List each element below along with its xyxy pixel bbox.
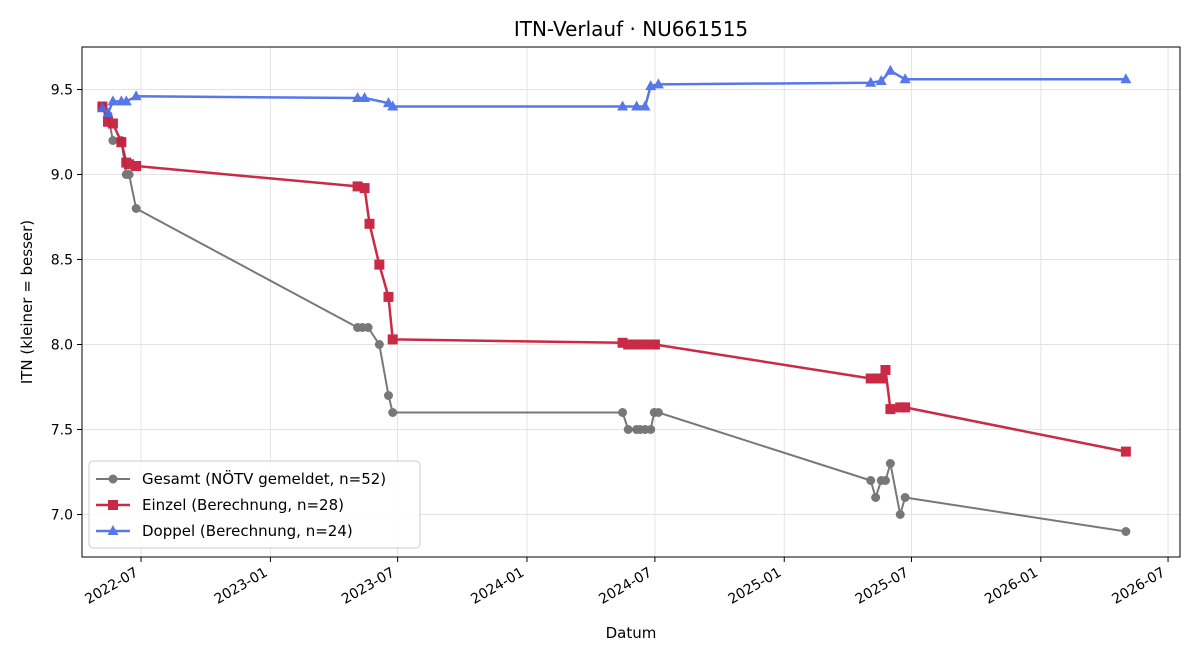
series-line	[101, 106, 1127, 453]
data-point	[865, 76, 877, 87]
y-tick-label: 8.0	[51, 338, 73, 354]
x-tick-label: 2024-07	[596, 565, 655, 608]
data-point	[875, 75, 887, 85]
y-tick-label: 7.5	[51, 423, 73, 439]
data-point	[387, 100, 399, 111]
x-axis: 2022-07 2023-01 2023-07 2024-01 2024-07 2025-…	[82, 557, 1169, 608]
data-point	[617, 100, 629, 111]
x-tick-label: 2026-01	[982, 565, 1041, 608]
x-tick-label: 2022-07	[82, 565, 141, 608]
data-point	[359, 183, 370, 194]
legend-entry-label: Doppel (Berechnung, n=24)	[142, 522, 353, 540]
legend-swatch	[96, 525, 130, 535]
legend: Gesamt (NÖTV gemeldet, n=52) Einzel (Bere…	[88, 460, 421, 549]
data-point	[617, 337, 628, 348]
legend-entry-label: Gesamt (NÖTV gemeldet, n=52)	[142, 469, 386, 488]
data-point	[900, 402, 911, 413]
chart-title: ITN-Verlauf · NU661515	[514, 17, 748, 41]
data-point	[871, 493, 881, 502]
y-axis-label: ITN (kleiner = besser)	[18, 220, 36, 384]
data-point	[383, 391, 393, 400]
legend-swatch	[96, 500, 130, 510]
data-point	[649, 339, 660, 350]
data-point	[618, 408, 628, 417]
data-point	[107, 525, 119, 535]
y-tick-label: 9.5	[51, 83, 73, 99]
x-tick-label: 2025-07	[853, 565, 912, 608]
x-tick-label: 2023-01	[212, 565, 271, 608]
series-layer	[96, 64, 1132, 536]
data-point	[866, 476, 876, 485]
data-point	[108, 136, 118, 145]
data-point	[383, 291, 394, 302]
data-point	[880, 476, 890, 485]
data-point	[108, 500, 118, 510]
data-point	[876, 373, 887, 384]
data-point	[1120, 446, 1131, 457]
y-tick-label: 8.5	[51, 253, 73, 269]
data-point	[374, 259, 385, 270]
data-point	[131, 161, 142, 171]
data-point	[130, 90, 142, 101]
data-point	[623, 339, 634, 350]
data-point	[640, 339, 651, 350]
data-point	[885, 404, 896, 415]
x-tick-label: 2023-07	[339, 565, 398, 608]
data-point	[124, 159, 135, 170]
y-tick-label: 7.0	[51, 508, 73, 524]
data-point	[116, 137, 127, 148]
data-point	[359, 92, 371, 102]
y-tick-label: 9.0	[51, 168, 73, 184]
x-axis-label: Datum	[606, 624, 657, 642]
plot-area	[81, 46, 1181, 558]
grid	[82, 47, 1180, 557]
data-point	[646, 425, 656, 434]
data-point	[885, 459, 895, 468]
series-square	[97, 101, 1131, 457]
data-point	[96, 102, 108, 113]
data-point	[352, 181, 363, 192]
data-point	[364, 218, 375, 229]
data-point	[120, 95, 132, 106]
data-point	[880, 365, 891, 375]
x-tick-label: 2024-01	[468, 565, 527, 608]
data-point	[388, 408, 398, 417]
data-point	[653, 408, 663, 417]
data-point	[1120, 73, 1132, 84]
data-point	[102, 107, 114, 118]
data-point	[899, 73, 911, 84]
data-point	[107, 118, 118, 129]
data-point	[1121, 527, 1131, 536]
data-point	[374, 340, 384, 349]
legend-entry-label: Einzel (Berechnung, n=28)	[142, 496, 344, 514]
x-tick-label: 2026-07	[1109, 565, 1168, 608]
legend-swatch	[96, 474, 130, 484]
legend-box	[88, 460, 421, 549]
data-point	[131, 204, 141, 213]
data-point	[124, 170, 134, 179]
data-point	[387, 334, 398, 345]
data-point	[631, 100, 643, 111]
data-point	[895, 510, 905, 519]
data-point	[363, 323, 373, 332]
data-point	[623, 425, 633, 434]
data-point	[108, 474, 118, 484]
data-point	[352, 92, 364, 102]
x-tick-label: 2025-01	[726, 565, 785, 608]
series-circle	[97, 102, 1131, 536]
series-line	[101, 69, 1126, 115]
data-point	[870, 373, 881, 384]
data-point	[900, 493, 910, 502]
series-triangle	[96, 64, 1132, 118]
data-point	[884, 64, 896, 75]
data-point	[107, 95, 119, 106]
y-axis: 7.0 7.5 8.0 8.5 9.0 9.5	[51, 83, 82, 524]
data-point	[639, 100, 651, 111]
data-point	[652, 78, 664, 89]
